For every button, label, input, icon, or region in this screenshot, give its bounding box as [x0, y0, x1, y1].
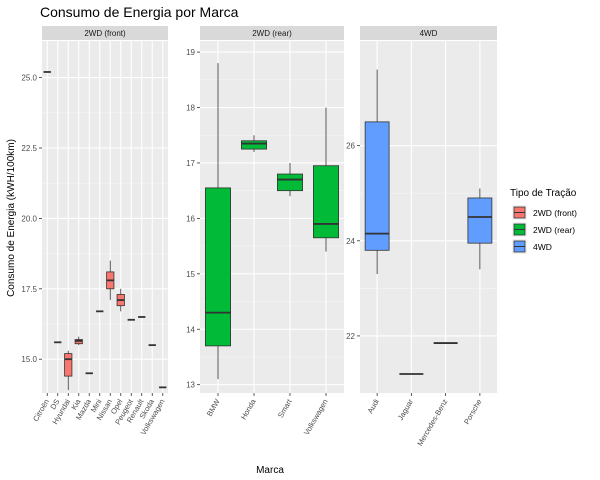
x-tick-label: Honda [239, 397, 258, 421]
box-volkswagen [312, 107, 339, 252]
box-honda [240, 135, 267, 152]
panel-background [42, 41, 168, 393]
y-tick-label: 25.0 [21, 74, 37, 83]
x-tick-label: Audi [366, 397, 381, 415]
box-hyundai [64, 350, 73, 391]
facet-4wd: 4WD 22 24 26 Audi Jaguar Mercedes-Benz Porsche [346, 26, 497, 447]
x-tick-label: Jaguar [396, 397, 416, 422]
x-tick-label: Mercedes-Benz [415, 397, 449, 447]
y-tick-label: 14 [186, 325, 195, 334]
y-tick-label: 24 [346, 237, 355, 246]
y-axis-label: Consumo de Energia (kWH/100km) [6, 139, 17, 297]
box-audi [364, 69, 390, 275]
facet-2wd-rear: 2WD (rear) 13 14 15 16 17 18 19 BMW Honda Smart Vol… [186, 26, 344, 437]
facet-strip [200, 26, 344, 40]
box-iqr [276, 173, 303, 192]
legend-item-2wd-rear: 2WD (rear) [512, 222, 575, 237]
legend: Tipo de Tração 2WD (front) 2WD (rear) 4WD [510, 188, 577, 254]
y-tick-label: 15 [186, 270, 195, 279]
legend-item-4wd: 4WD [512, 239, 552, 254]
legend-title: Tipo de Tração [510, 188, 577, 199]
facet-strip-label: 2WD (front) [84, 29, 126, 38]
y-tick-label: 16 [186, 214, 195, 223]
x-axis-label: Marca [256, 465, 284, 476]
x-tick-label: Citroën [31, 398, 51, 423]
legend-label: 2WD (front) [533, 208, 577, 218]
box-iqr [312, 165, 339, 239]
x-tick-label: BMW [205, 397, 222, 418]
box-iqr [240, 140, 267, 150]
y-tick-label: 26 [346, 142, 355, 151]
facet-2wd-front: 2WD (front)15.017.520.022.525.0CitroënDS… [21, 26, 168, 437]
y-tick-label: 18 [186, 104, 195, 113]
x-tick-label: Porsche [462, 398, 484, 426]
y-tick-label: 22.5 [21, 144, 37, 153]
box-bmw [204, 63, 231, 380]
facet-panels: 2WD (front)15.017.520.022.525.0CitroënDS… [21, 26, 497, 447]
facet-strip [42, 26, 168, 40]
facet-strip-label: 4WD [420, 29, 438, 38]
box-nissan [106, 260, 115, 301]
y-tick-label: 15.0 [21, 355, 37, 364]
x-tick-label: Smart [276, 397, 294, 420]
chart-title: Consumo de Energia por Marca [40, 4, 239, 20]
y-tick-label: 20.0 [21, 214, 37, 223]
box-iqr [64, 353, 73, 377]
box-porsche [467, 188, 493, 270]
y-tick-label: 22 [346, 332, 355, 341]
box-iqr [364, 121, 390, 251]
facet-strip-label: 2WD (rear) [252, 29, 292, 38]
box-iqr [467, 197, 493, 244]
y-tick-label: 13 [186, 381, 195, 390]
x-tick-label: Volkswagen [302, 398, 330, 437]
box-kia [74, 336, 83, 346]
legend-label: 2WD (rear) [533, 225, 575, 235]
box-opel [116, 288, 125, 312]
box-smart [276, 162, 303, 197]
facet-strip [360, 26, 497, 40]
y-tick-label: 17 [186, 159, 195, 168]
legend-label: 4WD [533, 242, 552, 252]
y-tick-label: 19 [186, 48, 195, 57]
y-tick-label: 17.5 [21, 285, 37, 294]
legend-item-2wd-front: 2WD (front) [512, 205, 577, 220]
box-iqr [204, 187, 231, 347]
